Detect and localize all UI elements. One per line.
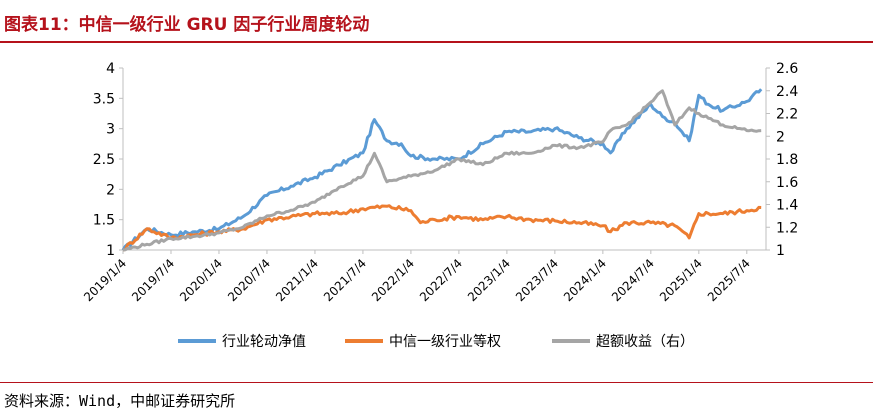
right-tick-label: 1.6 bbox=[776, 175, 798, 191]
x-tick-label: 2020/1/4 bbox=[177, 256, 225, 304]
left-tick-label: 1.5 bbox=[93, 213, 115, 229]
x-tick-label: 2019/7/4 bbox=[129, 256, 177, 304]
title-divider bbox=[0, 41, 873, 43]
x-tick-label: 2025/1/4 bbox=[657, 256, 705, 304]
x-tick-label: 2022/1/4 bbox=[369, 256, 417, 304]
left-tick-label: 3 bbox=[106, 122, 115, 138]
legend-label-2: 超额收益（右） bbox=[596, 334, 694, 350]
figure-title: 图表11：中信一级行业 GRU 因子行业周度轮动 bbox=[4, 15, 370, 35]
x-tick-label: 2024/1/4 bbox=[561, 256, 609, 304]
chart-area: 1 1.5 2 2.5 3 3.5 4 1 1.2 1.4 1.6 1.8 2 2.2 2.4 2.6 2019… bbox=[0, 44, 873, 380]
legend-label-0: 行业轮动净值 bbox=[222, 334, 306, 350]
x-tick-label: 2022/7/4 bbox=[417, 256, 465, 304]
x-tick-label: 2023/1/4 bbox=[465, 256, 513, 304]
right-tick-label: 2.4 bbox=[776, 84, 798, 100]
left-tick-label: 3.5 bbox=[93, 91, 115, 107]
left-tick-label: 2 bbox=[106, 182, 115, 198]
series-line-2 bbox=[122, 89, 762, 252]
figure-header: 图表11：中信一级行业 GRU 因子行业周度轮动 bbox=[0, 0, 873, 44]
right-tick-label: 2 bbox=[776, 129, 785, 145]
series-line-0 bbox=[121, 88, 763, 251]
footer-divider bbox=[0, 382, 873, 383]
x-tick-label: 2025/7/4 bbox=[705, 256, 753, 304]
legend-label-1: 中信一级行业等权 bbox=[389, 333, 501, 350]
right-tick-label: 2.2 bbox=[776, 107, 798, 123]
x-tick-label: 2023/7/4 bbox=[513, 256, 561, 304]
left-tick-label: 2.5 bbox=[93, 152, 115, 168]
x-tick-label: 2019/1/4 bbox=[81, 256, 129, 304]
right-tick-label: 1.8 bbox=[776, 152, 798, 168]
x-tick-label: 2021/1/4 bbox=[273, 256, 321, 304]
source-note: 资料来源：Wind，中邮证券研究所 bbox=[4, 392, 236, 410]
right-tick-label: 1 bbox=[776, 243, 785, 259]
left-tick-label: 4 bbox=[106, 61, 115, 77]
right-tick-label: 1.4 bbox=[776, 198, 798, 214]
x-tick-label: 2021/7/4 bbox=[321, 256, 369, 304]
x-tick-label: 2024/7/4 bbox=[609, 256, 657, 304]
line-chart: 1 1.5 2 2.5 3 3.5 4 1 1.2 1.4 1.6 1.8 2 2.2 2.4 2.6 2019… bbox=[81, 61, 798, 350]
x-tick-label: 2020/7/4 bbox=[225, 256, 273, 304]
right-tick-label: 1.2 bbox=[776, 220, 798, 236]
right-tick-label: 2.6 bbox=[776, 61, 798, 77]
left-tick-label: 1 bbox=[106, 243, 115, 259]
